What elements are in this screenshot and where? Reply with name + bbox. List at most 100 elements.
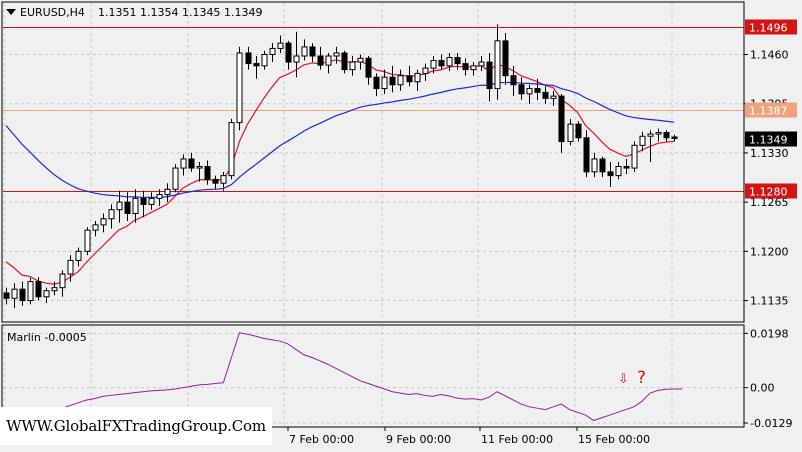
candle [422,63,429,81]
price-axis-label: 1.1135 [750,295,789,308]
bearish-candle-body [389,76,396,86]
bearish-candle-body [406,75,413,83]
indicator-axis-label: 0.0198 [750,327,789,340]
candle [204,160,211,185]
bearish-candle-body [542,91,549,99]
bullish-candle-body [446,57,453,67]
candle [325,52,332,74]
candle [67,255,74,282]
candle [639,131,646,152]
bullish-candle-body [220,175,227,184]
candle [19,281,26,306]
candle [188,152,195,172]
candle [671,134,678,142]
bearish-candle-body [510,75,517,86]
candle [365,56,372,85]
candle [623,158,630,175]
bearish-candle-body [317,55,324,66]
dropdown-arrow-icon[interactable] [6,9,16,15]
bearish-candle-body [575,123,582,139]
bullish-candle-body [43,290,50,298]
bearish-candle-body [3,292,10,299]
candle [526,84,533,104]
bullish-candle-body [655,131,662,135]
bearish-candle-body [518,84,525,95]
bullish-candle-body [422,67,429,74]
bearish-candle-body [486,61,493,90]
level-price-label: 1.1496 [749,22,788,35]
bullish-candle-body [357,57,364,63]
candle [27,277,34,305]
candle [647,130,654,162]
candle [156,189,163,206]
price-axis-label: 1.1265 [750,196,789,209]
candle [301,39,308,61]
candle [373,73,380,97]
bullish-candle-body [325,55,332,66]
bearish-candle-body [19,288,26,302]
candle [212,175,219,190]
candle [43,287,50,303]
candle [11,283,18,309]
bearish-candle-body [502,40,509,77]
candle [591,152,598,178]
candle [333,46,340,64]
candle [75,247,82,267]
level-price-label: 1.1387 [749,105,788,118]
bearish-candle-body [253,63,260,67]
candle [236,46,243,131]
price-axis-label: 1.1460 [750,48,789,61]
candle [196,162,203,182]
bullish-candle-body [51,287,58,292]
candle [84,227,91,256]
candle [285,40,292,70]
bearish-candle-body [623,166,630,169]
candle [414,69,421,91]
level-price-tag [745,102,797,118]
candle [438,54,445,70]
candle [317,46,324,70]
bullish-candle-body [67,259,74,275]
bullish-candle-body [92,224,99,231]
price-axis: 1.14601.13951.13301.12651.12001.11351.14… [744,19,797,308]
candle [518,77,525,100]
candle [663,130,670,142]
bullish-candle-body [631,144,638,169]
candle [542,86,549,104]
candle [148,192,155,210]
candle [140,190,147,218]
bearish-candle-body [341,52,348,71]
bullish-candle-body [100,218,107,226]
candle [478,56,485,72]
bearish-candle-body [462,63,469,71]
bullish-candle-body [414,72,421,83]
bullish-candle-body [261,53,268,67]
bullish-candle-body [430,60,437,69]
candle [406,65,413,87]
level-price-tag [745,19,797,35]
indicator-pane-border [1,324,745,428]
bearish-candle-body [558,95,565,143]
indicator-axis-label: -0.0129 [750,417,792,430]
candle [397,69,404,91]
candle [116,190,123,223]
price-axis-label: 1.1330 [750,147,789,160]
indicator-grid [3,326,744,426]
candle [59,270,66,297]
bullish-candle-body [397,75,404,86]
price-chart-pane: EURUSD,H4 1.1351 1.1354 1.1345 1.1349 [1,1,745,323]
candle [349,56,356,76]
candle [599,156,606,178]
indicator-pane: Marlin -0.0005 ⇩ ? [1,324,745,428]
price-axis-label: 1.1200 [750,245,789,258]
candle [389,65,396,93]
bearish-candle-body [607,171,614,177]
candle [486,52,493,102]
bearish-candle-body [309,46,316,57]
candle [462,58,469,76]
candle [510,65,517,97]
level-price-label: 1.1280 [749,186,788,199]
candle [381,69,388,94]
bullish-candle-body [164,188,171,196]
